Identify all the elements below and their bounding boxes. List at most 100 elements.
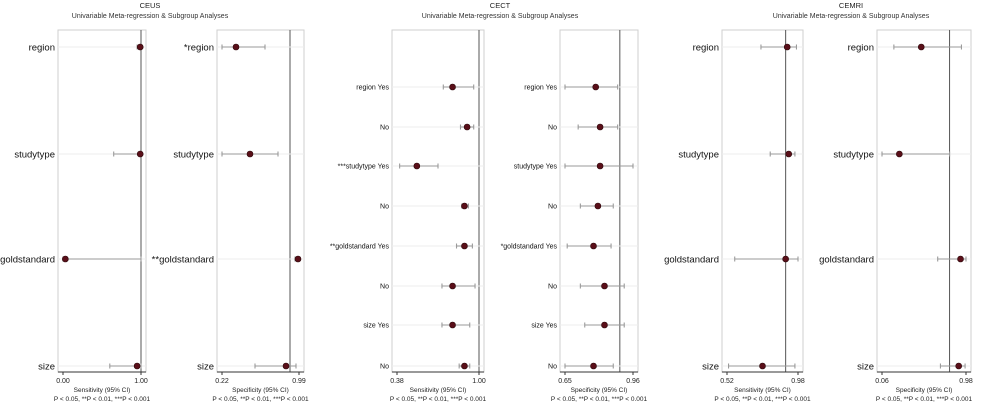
row-label: studytype Yes bbox=[514, 163, 558, 170]
row-label: No bbox=[380, 203, 389, 210]
point-estimate bbox=[461, 242, 468, 250]
point-estimate bbox=[136, 43, 144, 51]
point-estimate bbox=[759, 362, 766, 370]
point-estimate bbox=[592, 83, 600, 91]
plot-frame bbox=[876, 29, 972, 373]
row-label: **goldstandard Yes bbox=[330, 243, 390, 250]
row-label: region bbox=[693, 42, 719, 53]
point-estimate bbox=[596, 162, 604, 170]
x-tick-label: 0.06 bbox=[875, 378, 889, 385]
point-estimate bbox=[62, 255, 69, 263]
point-estimate bbox=[463, 123, 471, 131]
plot-frame bbox=[721, 29, 804, 373]
point-estimate bbox=[232, 43, 240, 51]
point-estimate bbox=[590, 242, 597, 250]
x-tick-label: 1.00 bbox=[472, 378, 486, 385]
point-estimate bbox=[782, 255, 789, 263]
x-tick-label: 1.00 bbox=[134, 378, 148, 385]
x-axis-label: Sensitivity (95% CI) bbox=[734, 387, 791, 394]
row-label: size Yes bbox=[531, 322, 557, 329]
point-estimate bbox=[449, 282, 456, 290]
row-label: No bbox=[548, 283, 557, 290]
x-tick-label: 0.98 bbox=[959, 378, 973, 385]
x-tick-label: 0.65 bbox=[558, 378, 572, 385]
point-estimate bbox=[449, 83, 456, 91]
point-estimate bbox=[461, 362, 468, 370]
row-label: size bbox=[38, 361, 55, 372]
row-label: No bbox=[548, 203, 557, 210]
row-label: studytype bbox=[173, 149, 214, 160]
x-tick-label: 0.00 bbox=[56, 378, 70, 385]
chart-subtitle-cect: Univariable Meta-regression & Subgroup A… bbox=[422, 13, 579, 20]
point-estimate bbox=[294, 255, 302, 263]
chart-subtitle-cemri: Univariable Meta-regression & Subgroup A… bbox=[773, 13, 930, 20]
row-label: region bbox=[848, 42, 874, 53]
significance-footnote: P < 0.05, **P < 0.01, ***P < 0.001 bbox=[212, 396, 309, 403]
row-label: No bbox=[380, 363, 389, 370]
x-tick-label: 0.52 bbox=[720, 378, 734, 385]
row-label: goldstandard bbox=[0, 254, 55, 265]
plot-frame bbox=[391, 29, 485, 373]
x-axis-label: Sensitivity (95% CI) bbox=[410, 387, 467, 394]
point-estimate bbox=[590, 362, 597, 370]
row-label: studytype bbox=[14, 149, 55, 160]
x-tick-label: 0.38 bbox=[390, 378, 404, 385]
point-estimate bbox=[896, 150, 903, 158]
significance-footnote: P < 0.05, **P < 0.01, ***P < 0.001 bbox=[390, 396, 487, 403]
significance-footnote: P < 0.05, **P < 0.01, ***P < 0.001 bbox=[876, 396, 973, 403]
point-estimate bbox=[449, 321, 456, 329]
row-label: region Yes bbox=[356, 84, 389, 91]
row-label: *region bbox=[184, 42, 214, 53]
plot-frame bbox=[57, 29, 147, 373]
point-estimate bbox=[917, 43, 925, 51]
x-axis-label: Sensitivity (95% CI) bbox=[74, 387, 131, 394]
row-label: studytype bbox=[833, 149, 874, 160]
row-label: No bbox=[548, 124, 557, 131]
row-label: No bbox=[548, 363, 557, 370]
x-tick-label: 0.22 bbox=[215, 378, 229, 385]
point-estimate bbox=[133, 362, 141, 370]
point-estimate bbox=[601, 321, 608, 329]
point-estimate bbox=[955, 362, 962, 370]
x-tick-label: 0.96 bbox=[626, 378, 640, 385]
row-label: *goldstandard Yes bbox=[501, 243, 558, 250]
x-axis-label: Specificity (95% CI) bbox=[232, 387, 289, 394]
point-estimate bbox=[785, 150, 793, 158]
row-label: size bbox=[857, 361, 874, 372]
x-axis-label: Specificity (95% CI) bbox=[571, 387, 628, 394]
plot-frame bbox=[216, 29, 305, 373]
point-estimate bbox=[461, 202, 468, 210]
point-estimate bbox=[246, 150, 254, 158]
significance-footnote: P < 0.05, **P < 0.01, ***P < 0.001 bbox=[54, 396, 151, 403]
row-label: studytype bbox=[678, 149, 719, 160]
row-label: No bbox=[380, 283, 389, 290]
row-label: region bbox=[29, 42, 55, 53]
point-estimate bbox=[596, 123, 604, 131]
point-estimate bbox=[282, 362, 290, 370]
row-label: No bbox=[380, 124, 389, 131]
significance-footnote: P < 0.05, **P < 0.01, ***P < 0.001 bbox=[714, 396, 811, 403]
row-label: **goldstandard bbox=[152, 254, 214, 265]
plot-frame bbox=[559, 29, 639, 373]
point-estimate bbox=[594, 202, 602, 210]
row-label: ***studytype Yes bbox=[338, 163, 390, 170]
row-label: goldstandard bbox=[819, 254, 874, 265]
x-tick-label: 0.98 bbox=[791, 378, 805, 385]
significance-footnote: P < 0.05, **P < 0.01, ***P < 0.001 bbox=[551, 396, 648, 403]
chart-title-cemri: CEMRI bbox=[839, 1, 863, 10]
point-estimate bbox=[601, 282, 608, 290]
row-label: goldstandard bbox=[664, 254, 719, 265]
row-label: region Yes bbox=[524, 84, 557, 91]
x-axis-label: Specificity (95% CI) bbox=[896, 387, 953, 394]
chart-title-cect: CECT bbox=[490, 1, 511, 10]
row-label: size Yes bbox=[363, 322, 389, 329]
row-label: size bbox=[197, 361, 214, 372]
x-tick-label: 0.99 bbox=[292, 378, 306, 385]
point-estimate bbox=[413, 162, 421, 170]
chart-title-ceus: CEUS bbox=[140, 1, 161, 10]
point-estimate bbox=[783, 43, 791, 51]
point-estimate bbox=[957, 255, 964, 263]
row-label: size bbox=[702, 361, 719, 372]
chart-subtitle-ceus: Univariable Meta-regression & Subgroup A… bbox=[72, 13, 229, 20]
